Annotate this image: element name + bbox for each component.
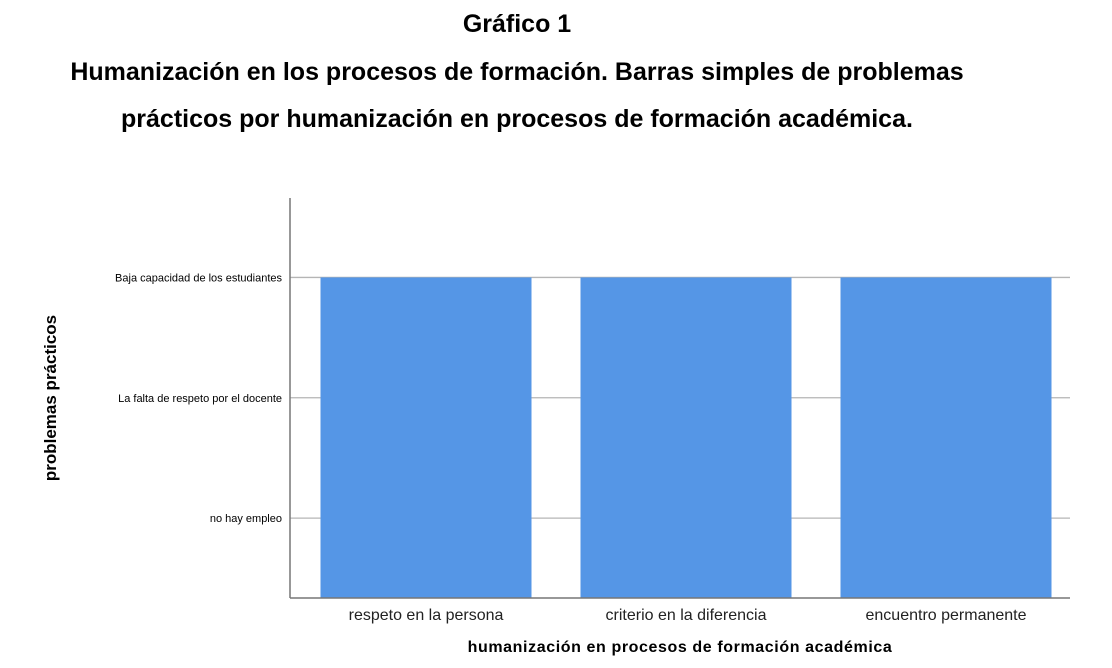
x-tick-label: criterio en la diferencia <box>606 607 767 624</box>
bar <box>580 277 792 598</box>
bar <box>840 277 1052 598</box>
y-tick-label: Baja capacidad de los estudiantes <box>115 272 282 284</box>
y-axis-label: problemas prácticos <box>41 315 60 481</box>
chart-heading: Gráfico 1 <box>462 10 572 38</box>
x-axis-label: humanización en procesos de formación ac… <box>468 639 893 656</box>
y-tick-label: La falta de respeto por el docente <box>118 393 282 405</box>
x-tick-label: respeto en la persona <box>349 607 504 624</box>
bar <box>320 277 532 598</box>
y-tick-label: no hay empleo <box>210 513 282 525</box>
x-tick-label: encuentro permanente <box>866 607 1027 624</box>
chart-title-line2: prácticos por humanización en procesos d… <box>121 105 913 133</box>
chart-title-line1: Humanización en los procesos de formació… <box>70 58 964 86</box>
